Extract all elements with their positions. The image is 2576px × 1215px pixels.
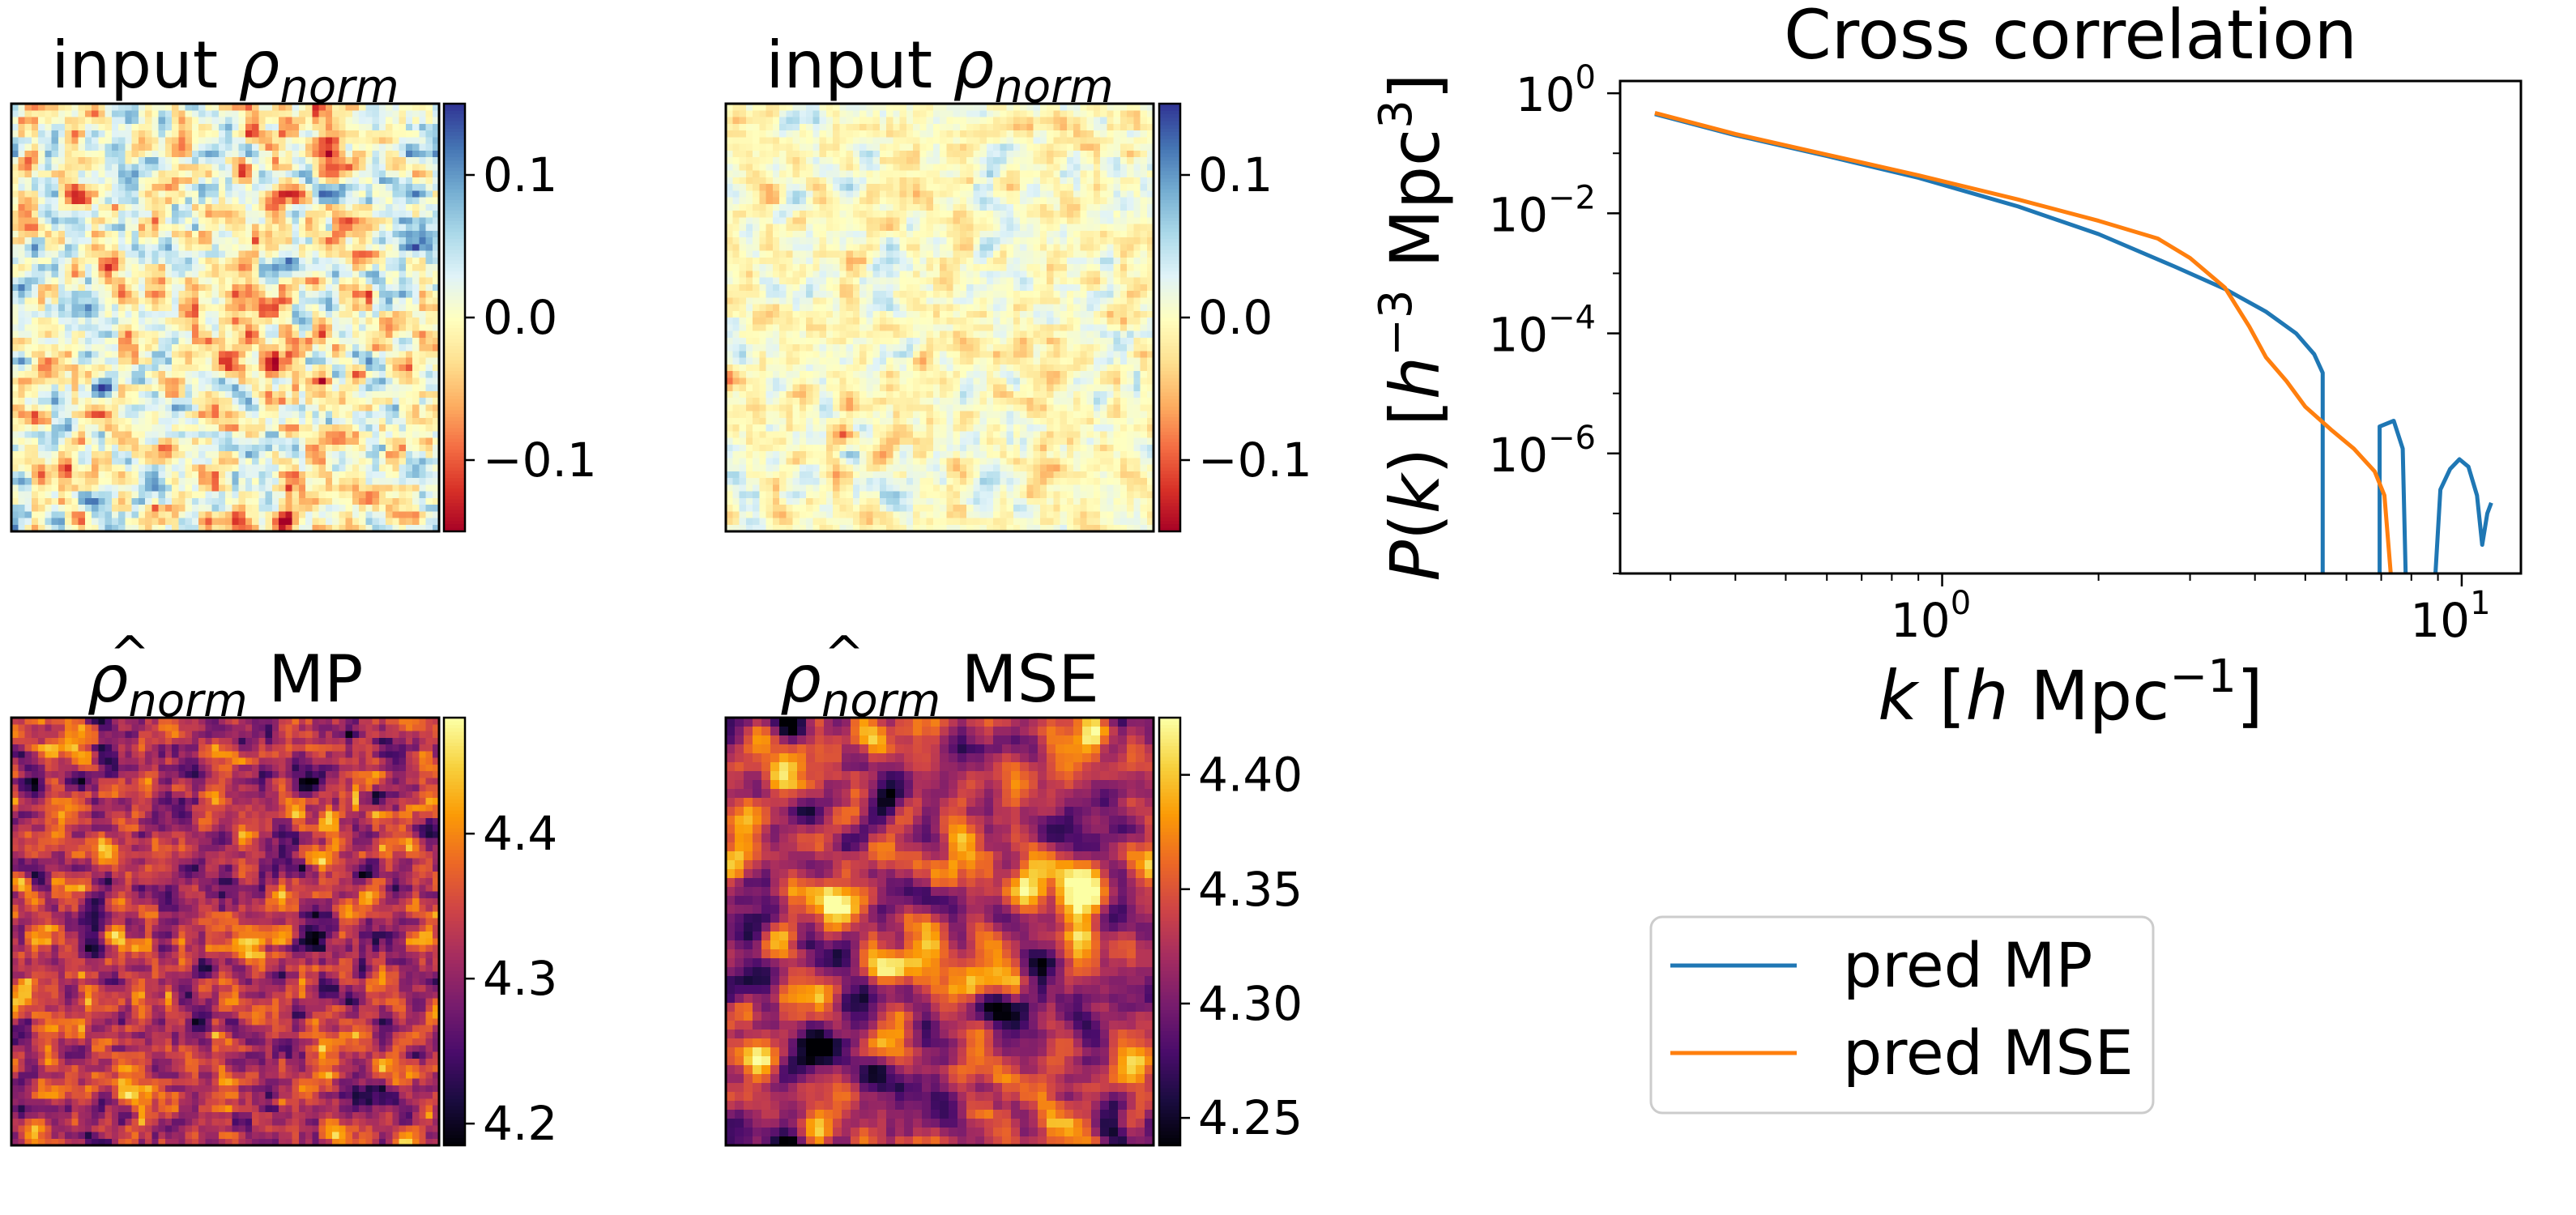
heatmap-frame: [10, 716, 441, 1147]
colorbar: 0.1 0.0 −0.1: [1158, 102, 1312, 533]
heatmap-frame: [724, 716, 1155, 1147]
colorbar-tick-label: −0.1: [1198, 433, 1312, 488]
heatmap-panel-2: input ρnorm 0.1 0.0 −0.1: [724, 28, 1312, 533]
hat-accent: ^: [824, 626, 864, 683]
plot-frame: [1619, 79, 2523, 575]
colorbar-tick-label: 4.30: [1198, 976, 1303, 1031]
x-axis-label: k [h Mpc−1]: [1878, 650, 2263, 735]
panel-title: input ρnorm: [51, 28, 399, 113]
colorbar: 4.4 4.3 4.2: [442, 716, 557, 1151]
hat-accent: ^: [109, 626, 150, 683]
chart-title: Cross correlation: [1784, 0, 2357, 75]
x-tick-label: 100: [1891, 585, 1971, 648]
colorbar-tick-label: 4.25: [1198, 1090, 1303, 1145]
heatmap-panel-1: input ρnorm 0.1 0.0 −0.1: [10, 28, 597, 533]
legend-entry: pred MP: [1843, 929, 2092, 1001]
y-tick-label: 10−4: [1488, 300, 1596, 363]
series-line-pred-mse: [1654, 110, 2393, 573]
colorbar-tick-label: 0.1: [1198, 147, 1273, 202]
colorbar-tick-label: 4.2: [483, 1096, 557, 1151]
heatmap-image: [726, 104, 1154, 532]
colorbar-frame: [1158, 716, 1182, 1147]
heatmap-panels: input ρnorm 0.1 0.0 −0.1 input ρnorm 0.1 0.0 −0…: [10, 28, 1312, 1151]
heatmap-panel-3: ρnorm MP^4.44.34.2: [10, 626, 557, 1151]
colorbar-tick-label: 0.0: [483, 290, 557, 345]
heatmap-panel-4: ρnorm MSE^ 4.40 4.35 4.30 4.25: [724, 626, 1303, 1147]
colorbar-tick-label: 4.35: [1198, 862, 1303, 917]
heatmap-frame: [724, 102, 1155, 533]
colorbar-tick-label: −0.1: [483, 433, 597, 488]
y-axis-label: P(k) [h−3 Mpc3]: [1370, 73, 1455, 581]
y-tick-label: 100: [1516, 59, 1596, 122]
colorbar-frame: [442, 716, 467, 1147]
heatmap-image: [11, 104, 440, 532]
series-line-pred-mp: [1654, 112, 2493, 573]
colorbar-tick-label: 0.0: [1198, 290, 1273, 345]
heatmap-image: [726, 718, 1154, 1146]
y-tick-label: 10−6: [1488, 420, 1596, 483]
colorbar-tick-label: 4.40: [1198, 748, 1303, 803]
y-tick-label: 10−2: [1488, 179, 1596, 242]
panel-title: input ρnorm: [766, 28, 1113, 113]
cross-correlation-chart: Cross correlation 100 101 100 10−2 10−4 10−6 k …: [1370, 0, 2523, 1115]
colorbar-tick-label: 4.3: [483, 951, 557, 1006]
heatmap-frame: [10, 102, 441, 533]
colorbar-tick-label: 0.1: [483, 147, 557, 202]
colorbar: 4.40 4.35 4.30 4.25: [1158, 716, 1303, 1147]
colorbar: 0.1 0.0 −0.1: [442, 102, 597, 533]
colorbar-tick-label: 4.4: [483, 806, 557, 861]
legend-entry: pred MSE: [1843, 1017, 2134, 1089]
legend: pred MP pred MSE: [1649, 915, 2155, 1115]
series-layer: [1654, 110, 2493, 573]
x-tick-label: 101: [2410, 585, 2490, 648]
panel-title: ρnorm MSE: [780, 642, 1099, 727]
heatmap-image: [11, 718, 440, 1146]
